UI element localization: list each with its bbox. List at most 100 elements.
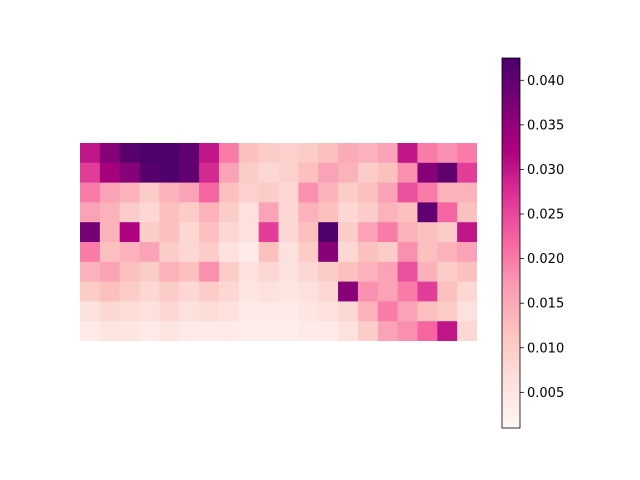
heatmap-cell	[278, 182, 299, 203]
heatmap-cell	[119, 162, 141, 184]
heatmap-cell	[338, 143, 359, 164]
colorbar-gradient	[502, 58, 520, 428]
heatmap-cell	[218, 261, 240, 283]
colorbar-tick-label: 0.030	[527, 163, 564, 178]
heatmap-cell	[457, 222, 477, 243]
colorbar-tick-label: 0.025	[527, 208, 564, 223]
heatmap-cell	[199, 321, 220, 341]
heatmap-cell	[159, 222, 180, 243]
heatmap-cell	[99, 182, 121, 203]
heatmap-cell	[397, 281, 419, 302]
heatmap-cell	[397, 143, 419, 164]
heatmap-cell	[298, 162, 319, 184]
heatmap-cell	[258, 143, 280, 164]
heatmap-cell	[437, 143, 458, 164]
heatmap-cell	[457, 143, 477, 164]
heatmap-cell	[397, 162, 419, 184]
heatmap-cell	[159, 242, 180, 263]
heatmap-cell	[218, 301, 240, 322]
heatmap-cell	[417, 242, 438, 263]
heatmap-cell	[199, 261, 220, 283]
heatmap-cell	[238, 182, 260, 203]
heatmap-cell	[397, 261, 419, 283]
heatmap-cell	[377, 261, 399, 283]
heatmap-cell	[338, 222, 359, 243]
heatmap-cell	[218, 143, 240, 164]
heatmap-cell	[99, 202, 121, 223]
heatmap-cell	[457, 281, 477, 302]
heatmap-cell	[397, 222, 419, 243]
heatmap-cell	[258, 261, 280, 283]
colorbar-tick-label: 0.020	[527, 252, 564, 267]
heatmap-cell	[159, 321, 180, 341]
heatmap-cell	[199, 222, 220, 243]
heatmap-cell	[318, 182, 339, 203]
heatmap-cell	[99, 321, 121, 341]
heatmap-cell	[417, 261, 438, 283]
heatmap-cell	[139, 281, 160, 302]
heatmap-cell	[99, 301, 121, 322]
heatmap-cell	[218, 321, 240, 341]
heatmap-cell	[99, 222, 121, 243]
heatmap-cell	[417, 301, 438, 322]
heatmap-cell	[258, 321, 280, 341]
heatmap-cell	[238, 321, 260, 341]
heatmap-cell	[278, 242, 299, 263]
heatmap-cell	[437, 321, 458, 341]
heatmap-cell	[119, 143, 141, 164]
heatmap-cell	[179, 321, 200, 341]
heatmap-cell	[139, 222, 160, 243]
heatmap-cell	[199, 281, 220, 302]
heatmap-cell	[179, 261, 200, 283]
heatmap-cell	[457, 301, 477, 322]
heatmap-cell	[338, 202, 359, 223]
heatmap-cell	[457, 162, 477, 184]
heatmap-cell	[218, 182, 240, 203]
heatmap-cell	[99, 281, 121, 302]
heatmap-cell	[179, 143, 200, 164]
heatmap-cell	[179, 202, 200, 223]
heatmap-cell	[357, 301, 379, 322]
heatmap-cell	[377, 242, 399, 263]
heatmap-cell	[318, 242, 339, 263]
heatmap-cell	[417, 162, 438, 184]
heatmap-cell	[377, 162, 399, 184]
heatmap-cell	[199, 301, 220, 322]
heatmap-cell	[218, 222, 240, 243]
heatmap-cell	[338, 162, 359, 184]
heatmap-cell	[318, 202, 339, 223]
colorbar-frame	[501, 57, 521, 429]
heatmap-cell	[159, 143, 180, 164]
heatmap-cell	[159, 182, 180, 203]
heatmap-cell	[357, 182, 379, 203]
heatmap-cell	[80, 281, 101, 302]
heatmap-cell	[278, 321, 299, 341]
heatmap-cell	[139, 261, 160, 283]
heatmap-cell	[159, 261, 180, 283]
heatmap-cell	[357, 143, 379, 164]
heatmap-cell	[139, 182, 160, 203]
heatmap-cell	[457, 242, 477, 263]
heatmap-cell	[119, 202, 141, 223]
colorbar-tick-label: 0.010	[527, 341, 564, 356]
heatmap-cell	[377, 202, 399, 223]
heatmap-cell	[238, 222, 260, 243]
heatmap-cell	[159, 162, 180, 184]
heatmap-cell	[417, 281, 438, 302]
heatmap-cell	[417, 202, 438, 223]
heatmap-cell	[99, 261, 121, 283]
heatmap-cell	[179, 242, 200, 263]
heatmap-cell	[218, 162, 240, 184]
heatmap-cell	[397, 202, 419, 223]
heatmap-cell	[199, 202, 220, 223]
heatmap-cell	[318, 321, 339, 341]
heatmap-cell	[80, 143, 101, 164]
heatmap-cell	[238, 301, 260, 322]
heatmap-cell	[318, 162, 339, 184]
heatmap-cell	[437, 182, 458, 203]
heatmap-cell	[338, 242, 359, 263]
heatmap-cell	[80, 202, 101, 223]
heatmap-cell	[238, 162, 260, 184]
heatmap-cell	[80, 162, 101, 184]
